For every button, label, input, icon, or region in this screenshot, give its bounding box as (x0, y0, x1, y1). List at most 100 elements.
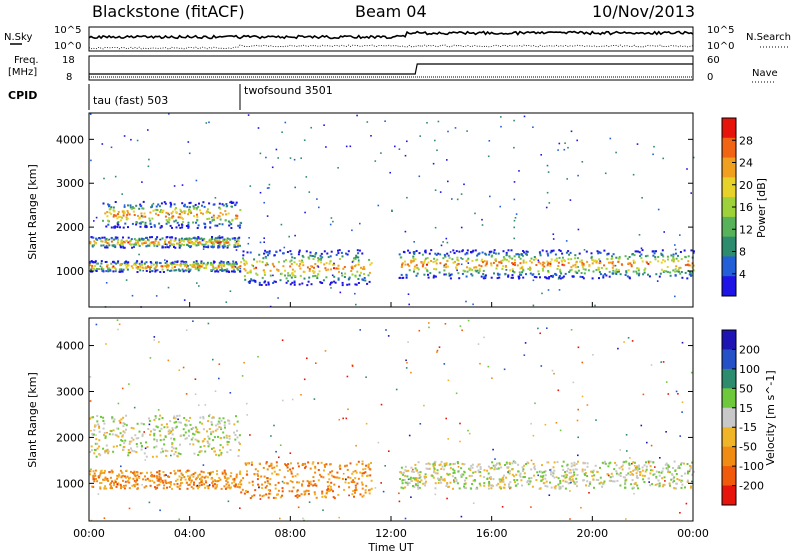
echo-cell (362, 494, 365, 497)
echo-cell (498, 486, 501, 489)
echo-cell (660, 471, 663, 474)
echo-cell (119, 226, 121, 229)
echo-cell (266, 215, 269, 217)
y-tick-label: 3000 (56, 385, 84, 398)
echo-cell (207, 487, 210, 490)
echo-cell (496, 277, 499, 280)
echo-cell (115, 237, 118, 240)
echo-cell (171, 428, 174, 431)
echo-cell (598, 482, 601, 485)
echo-cell (187, 434, 190, 437)
echo-cell (194, 266, 197, 269)
echo-cell (420, 261, 423, 264)
echo-cell (368, 258, 371, 261)
echo-cell (212, 244, 215, 247)
echo-cell (211, 220, 214, 222)
echo-cell (90, 445, 93, 448)
echo-cell (474, 480, 477, 483)
echo-cell (121, 270, 124, 273)
echo-cell (235, 201, 238, 204)
echo-cell (691, 480, 693, 483)
echo-cell (210, 262, 212, 264)
echo-cell (615, 472, 618, 475)
echo-cell (499, 479, 502, 482)
velocity-colorbar-label: Velocity [m s^-1] (764, 370, 777, 465)
echo-cell (198, 482, 201, 485)
echo-cell (615, 151, 617, 154)
echo-cell (556, 267, 559, 270)
echo-cell (400, 256, 403, 259)
echo-cell (479, 471, 482, 473)
echo-cell (537, 261, 540, 264)
echo-cell (678, 466, 681, 469)
echo-cell (460, 467, 463, 470)
freq-label-line2: [MHz] (8, 67, 37, 78)
echo-cell (443, 462, 446, 465)
echo-cell (519, 262, 522, 265)
echo-cell (337, 167, 339, 169)
echo-cell (664, 480, 666, 482)
echo-cell (471, 466, 474, 469)
echo-cell (266, 251, 269, 254)
echo-cell (271, 467, 274, 470)
echo-cell (463, 483, 466, 485)
echo-cell (410, 261, 413, 264)
echo-cell (632, 461, 635, 464)
echo-cell (522, 268, 525, 271)
echo-cell (196, 428, 199, 431)
echo-cell (98, 445, 101, 448)
echo-cell (152, 209, 155, 212)
echo-cell (253, 494, 256, 497)
echo-cell (481, 258, 483, 261)
echo-cell (156, 243, 159, 246)
echo-cell (446, 265, 449, 268)
echo-cell (168, 218, 171, 221)
echo-cell (200, 483, 203, 486)
echo-cell (114, 244, 117, 247)
echo-cell (673, 487, 676, 490)
echo-cell (241, 375, 244, 377)
echo-cell (575, 477, 578, 480)
echo-cell (199, 209, 201, 212)
echo-cell (428, 322, 430, 324)
echo-cell (401, 479, 404, 482)
echo-cell (496, 264, 499, 267)
echo-cell (145, 441, 148, 444)
echo-cell (665, 467, 668, 470)
echo-cell (483, 482, 486, 485)
echo-cell (193, 236, 196, 239)
echo-cell (210, 431, 213, 434)
echo-cell (284, 121, 287, 124)
echo-cell (462, 473, 465, 476)
echo-cell (208, 202, 211, 205)
echo-cell (559, 429, 562, 432)
echo-cell (132, 207, 135, 209)
echo-cell (220, 241, 223, 243)
echo-cell (196, 218, 199, 221)
echo-cell (487, 472, 490, 475)
echo-cell (503, 258, 506, 261)
echo-cell (434, 252, 437, 255)
echo-cell (168, 217, 171, 219)
echo-cell (130, 470, 132, 473)
echo-cell (354, 491, 356, 494)
echo-cell (151, 236, 153, 239)
echo-cell (170, 430, 173, 433)
echo-cell (121, 216, 124, 219)
echo-cell (691, 461, 694, 464)
echo-cell (173, 421, 176, 424)
echo-cell (296, 481, 299, 484)
echo-cell (231, 237, 234, 240)
echo-cell (175, 226, 178, 229)
echo-cell (231, 482, 234, 485)
echo-cell (213, 267, 216, 270)
echo-cell (486, 478, 489, 480)
echo-cell (103, 236, 106, 239)
echo-cell (665, 462, 668, 465)
echo-cell (361, 460, 364, 463)
echo-cell (131, 294, 134, 297)
echo-cell (321, 256, 324, 259)
echo-cell (201, 440, 204, 443)
echo-cell (410, 371, 412, 374)
echo-cell (96, 268, 99, 271)
